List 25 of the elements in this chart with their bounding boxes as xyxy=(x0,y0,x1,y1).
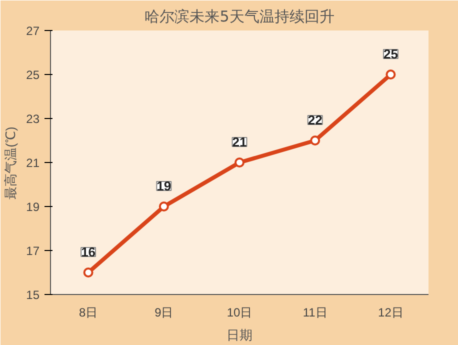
point xyxy=(234,158,244,168)
y-tick-label: 19 xyxy=(26,200,40,214)
x-axis-title: 日期 xyxy=(226,328,252,342)
x-tick-label: 10日 xyxy=(226,306,252,320)
y-tick-label: 23 xyxy=(26,112,40,126)
y-axis-title: 最高气温(℃) xyxy=(3,126,18,200)
x-tick-label: 11日 xyxy=(302,306,328,320)
point xyxy=(83,268,94,278)
x-tick-label: 8日 xyxy=(78,306,98,320)
data-label: 22 xyxy=(308,112,322,128)
data-label: 25 xyxy=(383,46,398,62)
y-tick-label: 27 xyxy=(26,24,40,38)
data-label: 21 xyxy=(232,134,247,150)
point xyxy=(158,202,169,212)
y-tick-label: 17 xyxy=(26,244,40,258)
chart-title: 哈尔滨未来5天气温持续回升 xyxy=(144,8,334,26)
y-tick-label: 25 xyxy=(26,68,40,82)
data-label: 16 xyxy=(81,244,96,260)
y-tick-label: 21 xyxy=(26,156,40,170)
x-tick-label: 9日 xyxy=(154,306,174,320)
y-tick-label: 15 xyxy=(26,288,40,302)
data-label: 19 xyxy=(156,178,172,194)
x-tick-label: 12日 xyxy=(378,306,404,320)
point xyxy=(386,70,396,80)
point xyxy=(310,136,320,146)
